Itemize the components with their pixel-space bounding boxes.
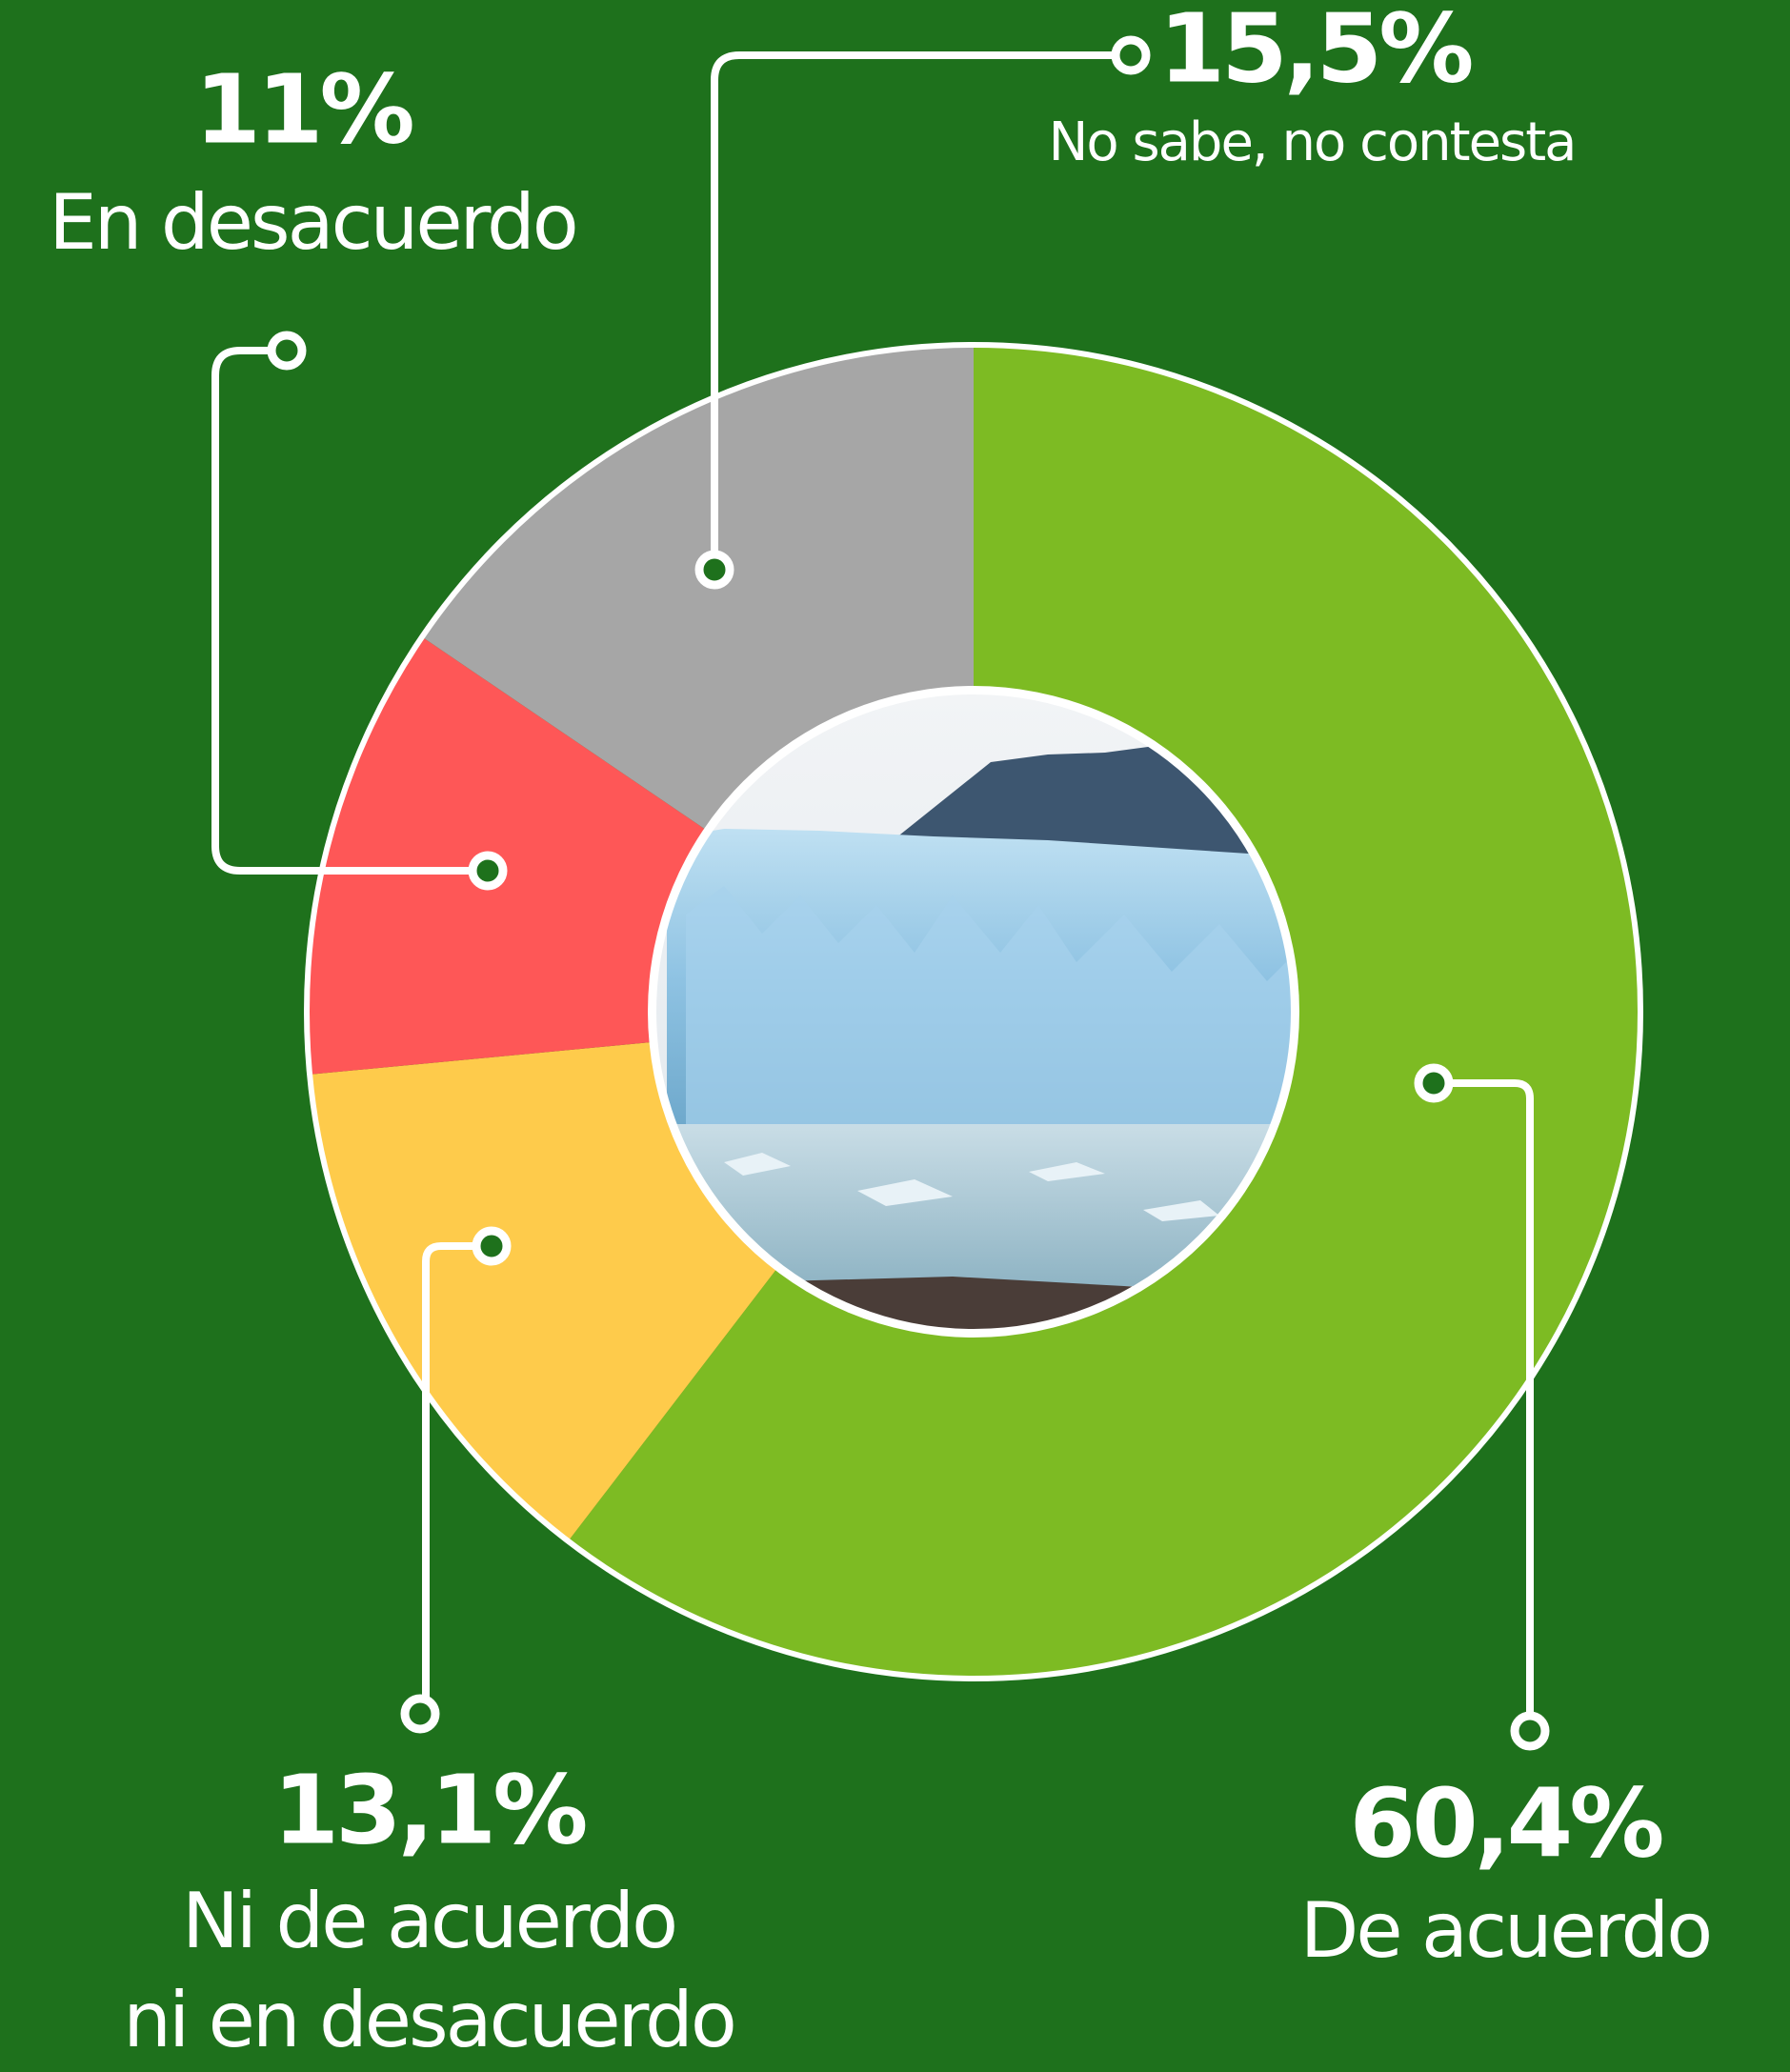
leader-dot bbox=[699, 554, 730, 585]
leader-dot bbox=[473, 855, 503, 886]
leader-dot bbox=[1418, 1068, 1449, 1098]
leader-dot bbox=[405, 1699, 435, 1729]
category-label: En desacuerdo bbox=[49, 178, 576, 267]
leader-dot bbox=[1515, 1716, 1545, 1746]
category-label: No sabe, no contesta bbox=[1048, 111, 1575, 173]
value-label: 11% bbox=[194, 53, 412, 165]
value-label: 13,1% bbox=[273, 1754, 587, 1865]
chart: 60,4%De acuerdo 13,1% Ni de acuerdoni en d… bbox=[0, 0, 1790, 2072]
value-label: 60,4% bbox=[1350, 1767, 1663, 1879]
leader-dot bbox=[476, 1231, 507, 1261]
leader-dot bbox=[1116, 40, 1146, 70]
category-label: De acuerdo bbox=[1300, 1886, 1710, 1975]
leader-dot bbox=[272, 335, 302, 366]
value-label: 15,5% bbox=[1159, 0, 1473, 104]
